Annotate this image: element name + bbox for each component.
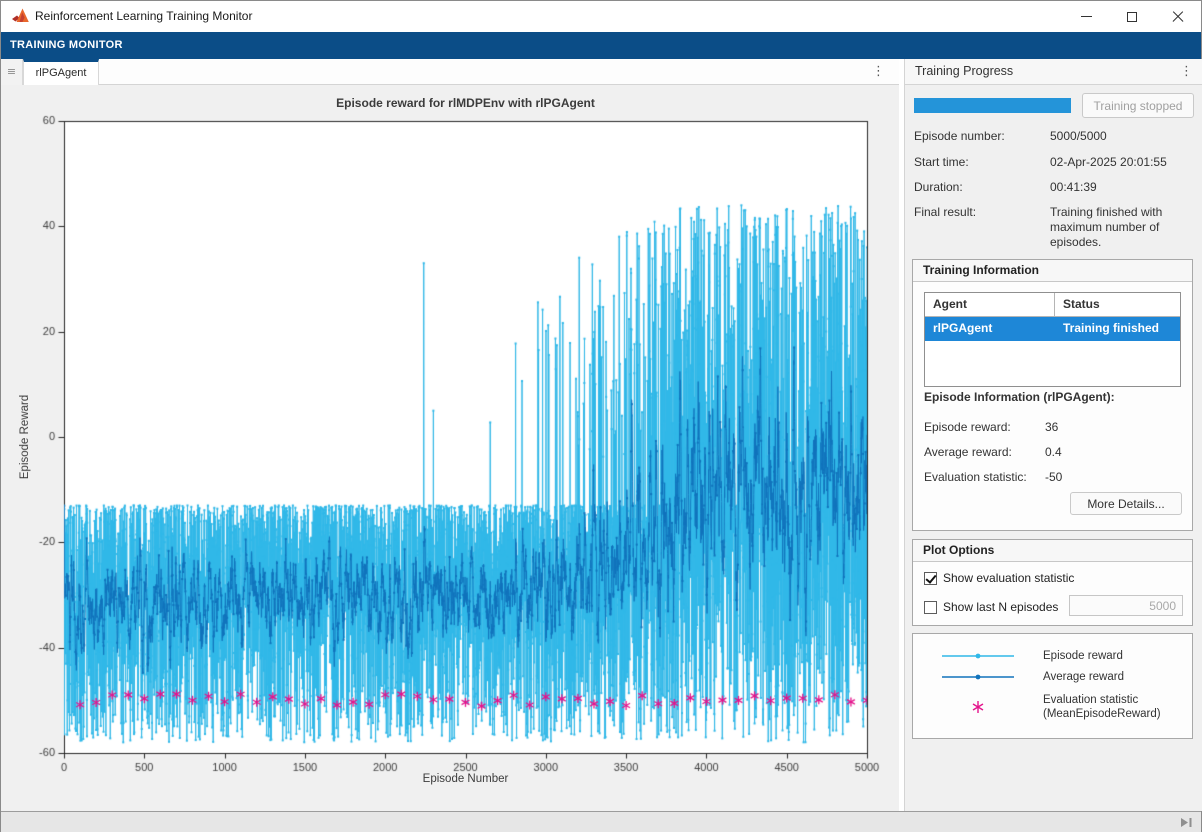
training-progress-fill	[914, 98, 1071, 113]
show-last-n-episodes-checkbox[interactable]: Show last N episodes	[924, 599, 1058, 615]
minimize-button[interactable]	[1063, 1, 1109, 32]
drag-handle-icon[interactable]: ≡	[1, 59, 23, 85]
panel-menu-icon[interactable]: ⋮	[1180, 59, 1193, 85]
episode-information-title: Episode Information (rlPGAgent):	[924, 390, 1115, 404]
app-window: Reinforcement Learning Training Monitor …	[0, 0, 1202, 832]
plot-options-title: Plot Options	[913, 540, 1192, 562]
episode-reward-line-icon	[913, 651, 1043, 661]
training-progress-bar	[914, 98, 1071, 113]
ribbon-bar: TRAINING MONITOR	[1, 32, 1201, 59]
matlab-logo-icon	[12, 8, 29, 24]
training-progress-header: Training Progress ⋮	[904, 59, 1202, 85]
plot-document: Episode reward for rlMDPEnv with rlPGAge…	[1, 85, 899, 811]
close-button[interactable]	[1155, 1, 1201, 32]
table-row[interactable]: rlPGAgent Training finished	[925, 317, 1180, 341]
agent-status-table[interactable]: Agent Status rlPGAgent Training finished	[924, 292, 1181, 387]
episode-reward-value: 36	[1045, 420, 1058, 434]
status-cell: Training finished	[1055, 317, 1180, 341]
training-information-group: Training Information Agent Status rlPGAg…	[912, 259, 1193, 531]
n-episodes-input[interactable]	[1069, 595, 1183, 616]
x-axis-label: Episode Number	[64, 773, 867, 785]
bottom-status-strip	[1, 811, 1201, 832]
plot-options-group: Plot Options Show evaluation statistic S…	[912, 539, 1193, 626]
legend-episode-reward: Episode reward	[913, 646, 1194, 666]
panel-title: Training Progress	[915, 59, 1013, 84]
agent-cell: rlPGAgent	[925, 317, 1055, 341]
table-header-row: Agent Status	[925, 293, 1180, 317]
status-column-header: Status	[1055, 293, 1180, 316]
title-bar: Reinforcement Learning Training Monitor	[1, 1, 1201, 32]
tab-menu-icon[interactable]: ⋮	[872, 59, 885, 85]
ribbon-tab-training-monitor[interactable]: TRAINING MONITOR	[10, 32, 123, 59]
maximize-icon	[1127, 12, 1137, 22]
legend-box: Episode reward Average reward Evaluation…	[912, 633, 1193, 739]
tab-rlpgagent[interactable]: rlPGAgent	[23, 59, 99, 85]
evaluation-statistic-value: -50	[1045, 470, 1062, 484]
episode-reward-plot[interactable]	[1, 85, 899, 811]
plot-title: Episode reward for rlMDPEnv with rlPGAge…	[64, 96, 867, 110]
minimize-icon	[1081, 16, 1092, 17]
close-icon	[1172, 11, 1184, 23]
legend-evaluation-statistic: Evaluation statistic (MeanEpisodeReward)	[913, 690, 1194, 724]
show-evaluation-statistic-checkbox[interactable]: Show evaluation statistic	[924, 570, 1074, 586]
evaluation-statistic-label: Evaluation statistic:	[924, 470, 1027, 484]
training-information-title: Training Information	[913, 260, 1192, 282]
training-progress-panel: Training stopped Episode number: 5000/50…	[904, 85, 1202, 811]
agent-column-header: Agent	[925, 293, 1055, 316]
average-reward-label: Average reward:	[924, 445, 1012, 459]
more-details-button[interactable]: More Details...	[1070, 492, 1182, 515]
evaluation-statistic-asterisk-icon	[913, 700, 1043, 714]
scroll-right-icon[interactable]	[1180, 817, 1193, 828]
average-reward-line-icon	[913, 672, 1043, 682]
legend-average-reward: Average reward	[913, 667, 1194, 687]
average-reward-value: 0.4	[1045, 445, 1062, 459]
window-title: Reinforcement Learning Training Monitor	[35, 1, 252, 32]
training-stopped-button[interactable]: Training stopped	[1082, 93, 1194, 118]
maximize-button[interactable]	[1109, 1, 1155, 32]
y-axis-label: Episode Reward	[19, 395, 31, 479]
episode-reward-label: Episode reward:	[924, 420, 1011, 434]
check-icon[interactable]	[924, 572, 937, 585]
document-tab-strip: ≡ rlPGAgent ⋮	[1, 59, 899, 85]
check-icon[interactable]	[924, 601, 937, 614]
